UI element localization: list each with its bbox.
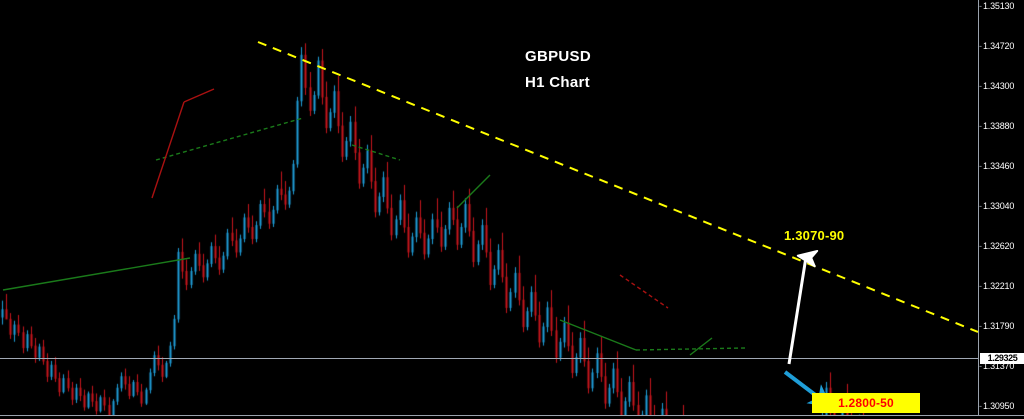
annotation-overlay — [0, 41, 978, 408]
resistance-zone-label: 1.3070-90 — [784, 228, 845, 243]
trendline — [351, 144, 401, 161]
price-tick: -1.31370 — [979, 361, 1015, 371]
pair-label: GBPUSD — [525, 48, 591, 65]
candlestick-canvas[interactable] — [0, 0, 978, 415]
trendline — [689, 337, 713, 356]
trendline — [456, 174, 491, 209]
price-tick: -1.32620 — [979, 241, 1015, 251]
trendline — [257, 41, 978, 333]
current-price-tag: 1.29325 — [980, 353, 1024, 364]
price-tick: -1.34720 — [979, 41, 1015, 51]
price-tick: -1.31790 — [979, 321, 1015, 331]
trendline — [151, 101, 185, 199]
downside-target-label: 1.2800-50 — [812, 393, 920, 413]
trendlines — [2, 41, 978, 356]
chart-plot-area[interactable] — [0, 0, 978, 415]
price-tick: -1.32210 — [979, 281, 1015, 291]
trendline — [183, 88, 215, 103]
trendline — [635, 347, 746, 351]
price-axis[interactable]: -1.35130 -1.34720 -1.34300 -1.33880 -1.33460… — [978, 0, 1024, 415]
trendline — [2, 257, 191, 291]
price-tick: -1.35130 — [979, 1, 1015, 11]
chart-bottom-border — [0, 415, 1024, 416]
price-tick: -1.33460 — [979, 161, 1015, 171]
timeframe-label: H1 Chart — [525, 74, 590, 91]
trendline — [559, 319, 637, 351]
direction-arrows — [783, 249, 832, 408]
price-tick: -1.30950 — [979, 401, 1015, 411]
price-tick: -1.34300 — [979, 81, 1015, 91]
price-tick: -1.33040 — [979, 201, 1015, 211]
price-tick: -1.33880 — [979, 121, 1015, 131]
trendline — [155, 117, 304, 161]
direction-arrow — [787, 249, 819, 365]
chart-title-block: GBPUSD H1 Chart — [525, 44, 591, 96]
trendline — [619, 274, 669, 309]
